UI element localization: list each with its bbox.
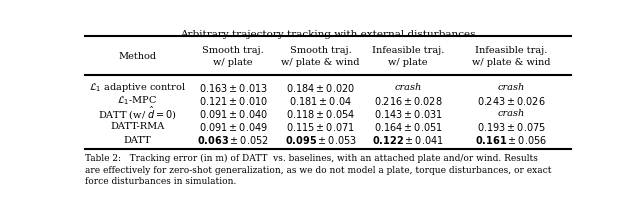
- Text: w/ plate: w/ plate: [214, 58, 253, 67]
- Text: $0.181 \pm 0.04$: $0.181 \pm 0.04$: [289, 95, 352, 107]
- Text: w/ plate & wind: w/ plate & wind: [282, 58, 360, 67]
- Text: $0.216 \pm 0.028$: $0.216 \pm 0.028$: [374, 95, 442, 107]
- Text: Method: Method: [118, 52, 156, 61]
- Text: Infeasible traj.: Infeasible traj.: [476, 46, 548, 55]
- Text: $0.143 \pm 0.031$: $0.143 \pm 0.031$: [374, 108, 443, 120]
- Text: $\mathbf{0.063} \pm 0.052$: $\mathbf{0.063} \pm 0.052$: [197, 134, 269, 146]
- Text: w/ plate & wind: w/ plate & wind: [472, 58, 551, 67]
- Text: $0.193 \pm 0.075$: $0.193 \pm 0.075$: [477, 121, 546, 133]
- Text: crash: crash: [498, 109, 525, 119]
- Text: $\mathbf{0.122} \pm 0.041$: $\mathbf{0.122} \pm 0.041$: [372, 134, 444, 146]
- Text: DATT-RMA: DATT-RMA: [110, 123, 164, 131]
- Text: $0.091 \pm 0.040$: $0.091 \pm 0.040$: [198, 108, 268, 120]
- Text: $0.163 \pm 0.013$: $0.163 \pm 0.013$: [199, 82, 268, 94]
- Text: $0.115 \pm 0.071$: $0.115 \pm 0.071$: [286, 121, 355, 133]
- Text: $\mathbf{0.161} \pm 0.056$: $\mathbf{0.161} \pm 0.056$: [476, 134, 547, 146]
- Text: $\mathcal{L}_1$ adaptive control: $\mathcal{L}_1$ adaptive control: [89, 81, 186, 94]
- Text: $0.184 \pm 0.020$: $0.184 \pm 0.020$: [286, 82, 355, 94]
- Text: Table 2:   Tracking error (in m) of DATT  vs. baselines, with an attached plate : Table 2: Tracking error (in m) of DATT v…: [85, 153, 552, 186]
- Text: $0.243 \pm 0.026$: $0.243 \pm 0.026$: [477, 95, 546, 107]
- Text: w/ plate: w/ plate: [388, 58, 428, 67]
- Text: $0.118 \pm 0.054$: $0.118 \pm 0.054$: [286, 108, 355, 120]
- Text: DATT (w/ $\hat{d}=0$): DATT (w/ $\hat{d}=0$): [98, 105, 177, 123]
- Text: $\mathbf{0.095} \pm 0.053$: $\mathbf{0.095} \pm 0.053$: [285, 134, 356, 146]
- Text: Smooth traj.: Smooth traj.: [202, 46, 264, 55]
- Text: crash: crash: [498, 83, 525, 92]
- Text: crash: crash: [395, 83, 422, 92]
- Text: $0.091 \pm 0.049$: $0.091 \pm 0.049$: [198, 121, 268, 133]
- Text: Smooth traj.: Smooth traj.: [290, 46, 351, 55]
- Text: $0.121 \pm 0.010$: $0.121 \pm 0.010$: [198, 95, 268, 107]
- Text: Infeasible traj.: Infeasible traj.: [372, 46, 444, 55]
- Text: $\mathcal{L}_1$-MPC: $\mathcal{L}_1$-MPC: [117, 95, 157, 107]
- Text: DATT: DATT: [124, 135, 151, 145]
- Text: $0.164 \pm 0.051$: $0.164 \pm 0.051$: [374, 121, 443, 133]
- Text: Arbitrary trajectory tracking with external disturbances: Arbitrary trajectory tracking with exter…: [180, 29, 476, 39]
